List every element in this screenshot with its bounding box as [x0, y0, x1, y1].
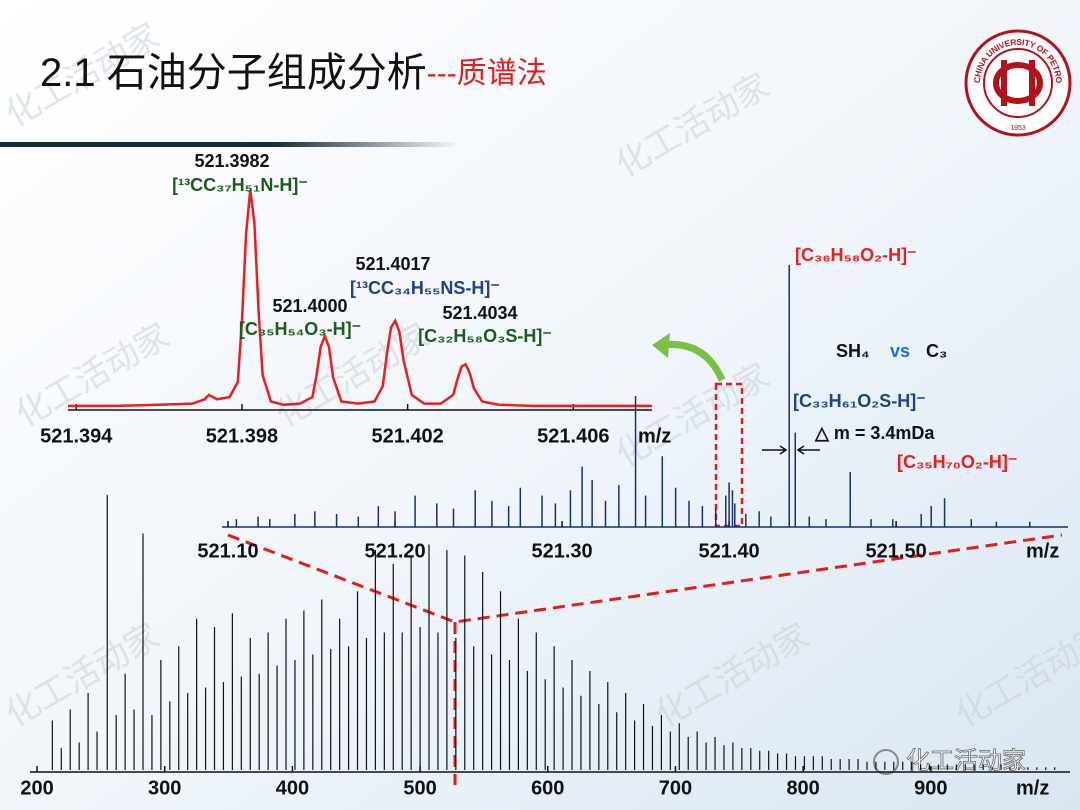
peak-annotation: [C₃₃H₆₁O₂S-H]⁻	[793, 391, 926, 411]
x-tick-label: 521.40	[699, 540, 760, 562]
x-tick-label: 521.394	[40, 425, 113, 447]
peak-annotation: vs	[890, 341, 910, 361]
title-sub: ---质谱法	[427, 57, 547, 90]
x-tick-label: 600	[531, 777, 564, 799]
peak-annotation: [C₃₆H₅₈O₂-H]⁻	[795, 245, 917, 265]
x-tick-label: 521.50	[866, 540, 927, 562]
delta-arrows	[762, 445, 820, 455]
x-tick-label: 521.406	[537, 425, 609, 447]
x-tick-label: 521.398	[206, 425, 278, 447]
zoom-arrow	[661, 340, 726, 382]
zoom-lines	[227, 533, 1063, 624]
peak-annotation: 521.4017	[355, 254, 430, 274]
delta-left	[762, 445, 788, 455]
x-tick-label: 300	[148, 777, 181, 799]
x-tick-label: 400	[276, 777, 309, 799]
logo-year: 1953	[1010, 125, 1026, 132]
peak-annotation: SH₄	[836, 341, 870, 361]
x-tick-label: 521.10	[197, 540, 258, 562]
peak-annotation: [C₃₅H₅₄O₃-H]⁻	[239, 319, 361, 339]
brand: 化工活动家	[873, 747, 1026, 775]
peak-annotation: [¹³CC₃₄H₅₅NS-H]⁻	[350, 278, 500, 298]
x-tick-label: 200	[20, 777, 53, 799]
spectrum-line	[68, 189, 652, 408]
title-main: 2.1 石油分子组成分析	[40, 51, 427, 95]
peak-annotation: △ m = 3.4mDa	[814, 423, 935, 443]
logo-ring	[964, 29, 1072, 137]
x-tick-label: 500	[403, 777, 436, 799]
slide-title: 2.1 石油分子组成分析---质谱法	[40, 51, 547, 95]
peak-annotation: 521.4034	[442, 303, 517, 323]
x-tick-label: 700	[659, 777, 692, 799]
title-rule	[0, 142, 460, 147]
peak-annotation: [C₃₂H₅₈O₃S-H]⁻	[418, 326, 552, 346]
x-axis-label: m/z	[638, 425, 671, 447]
x-axis-label: m/z	[1026, 540, 1059, 562]
peak-annotation: [C₃₅H₇₀O₂-H]⁻	[897, 452, 1017, 472]
brand-icon	[873, 749, 899, 775]
zoom-guides	[227, 533, 1063, 785]
peak-annotation: 521.4000	[272, 296, 347, 316]
x-axis-label: m/z	[1016, 777, 1049, 799]
x-tick-label: 521.30	[531, 540, 592, 562]
x-tick-label: 521.20	[364, 540, 425, 562]
peak-annotation: [¹³CC₃₇H₅₁N-H]⁻	[172, 175, 308, 195]
zoom-arrowhead	[652, 333, 670, 358]
x-tick-label: 900	[914, 777, 947, 799]
peak-annotation: 521.3982	[194, 151, 269, 171]
x-tick-label: 800	[786, 777, 819, 799]
logo-emblem	[993, 60, 1044, 106]
brand-text: 化工活动家	[906, 747, 1026, 774]
x-tick-label: 521.402	[371, 425, 443, 447]
peak-annotation: C₃	[926, 341, 947, 361]
logo-inner	[983, 48, 1053, 118]
delta-right	[796, 445, 820, 455]
